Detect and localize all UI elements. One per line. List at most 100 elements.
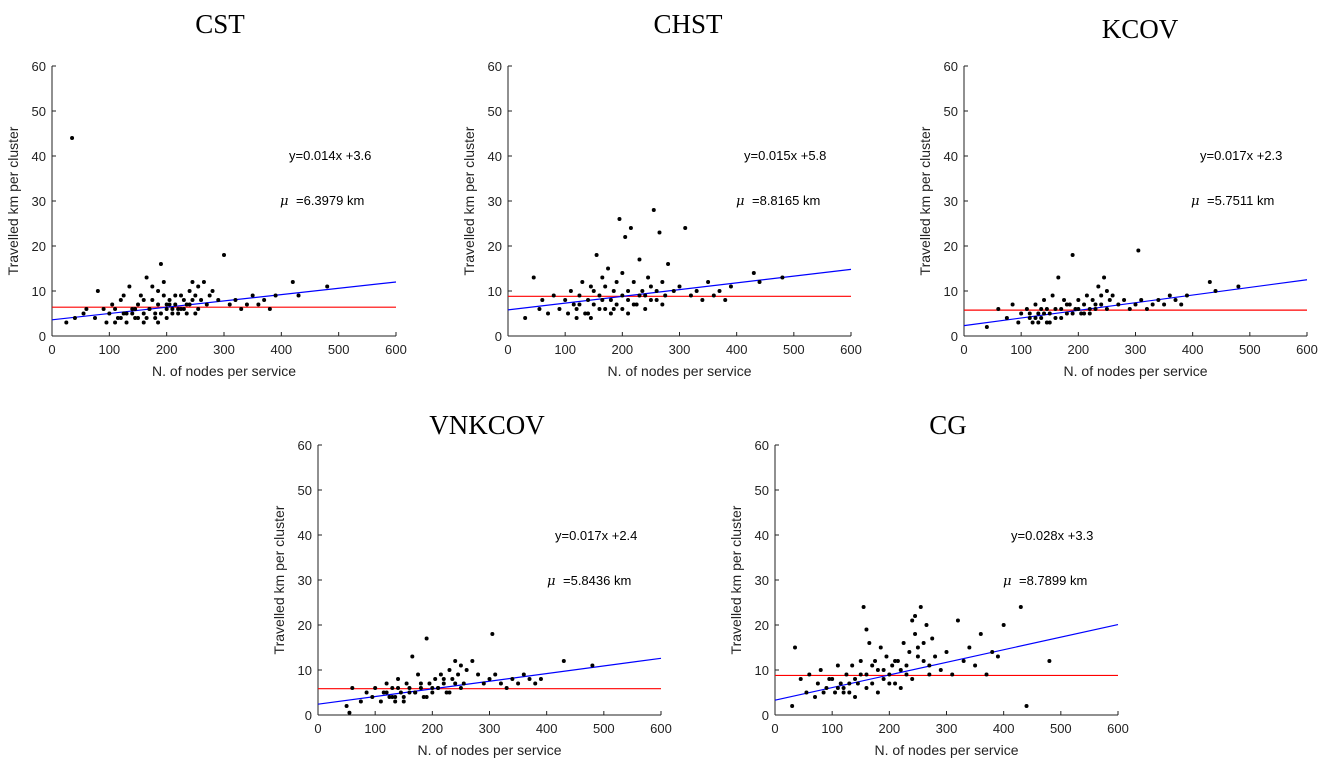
data-point xyxy=(608,311,613,316)
data-point xyxy=(1150,302,1155,307)
data-point xyxy=(1062,298,1067,302)
x-tick-label: 200 xyxy=(421,721,443,736)
data-point xyxy=(858,659,863,663)
data-point xyxy=(81,311,86,316)
data-point xyxy=(1179,302,1184,307)
data-point xyxy=(538,677,543,681)
x-tick-label: 500 xyxy=(328,342,350,357)
data-point xyxy=(176,311,181,316)
data-point xyxy=(663,293,668,298)
data-point xyxy=(407,686,412,690)
subplot-chst: CHST 0 100 200 300 400 500 600 0 10 20 30 40 50 60 N. o… xyxy=(461,9,862,379)
data-point xyxy=(136,316,140,320)
data-point xyxy=(161,280,166,284)
data-point xyxy=(115,316,120,320)
data-point xyxy=(150,284,155,289)
data-point xyxy=(1010,302,1015,307)
data-point xyxy=(416,672,421,677)
data-point xyxy=(844,672,849,677)
y-axis-label: Travelled km per cluster xyxy=(728,505,744,654)
mean-symbol: μ xyxy=(1003,574,1011,589)
data-point xyxy=(591,302,596,307)
data-point xyxy=(757,280,762,284)
data-point xyxy=(456,672,461,677)
data-point xyxy=(728,284,733,289)
data-point xyxy=(904,663,909,668)
mean-symbol: μ xyxy=(280,194,288,209)
data-point xyxy=(1073,307,1078,311)
data-point xyxy=(1036,311,1041,316)
data-point xyxy=(1018,605,1023,609)
data-point xyxy=(130,307,135,311)
y-tick-label: 50 xyxy=(298,483,312,498)
data-point xyxy=(1024,704,1029,708)
data-point xyxy=(1079,311,1084,316)
x-axis-label: N. of nodes per service xyxy=(1064,363,1208,379)
subplot-vnkcov: VNKCOV 0 100 200 300 400 500 600 0 10 20 30 40 50 60 N.… xyxy=(271,410,672,758)
data-point xyxy=(694,289,699,293)
data-point xyxy=(401,699,406,704)
y-tick-label: 60 xyxy=(488,59,502,74)
data-point xyxy=(878,645,883,650)
data-point xyxy=(1027,316,1032,320)
data-point xyxy=(723,298,728,302)
y-axis-label: Travelled km per cluster xyxy=(5,126,21,275)
data-point xyxy=(978,632,983,636)
data-point xyxy=(181,307,186,311)
data-point xyxy=(990,650,995,654)
data-point xyxy=(1050,293,1055,298)
data-point xyxy=(611,289,616,293)
data-point xyxy=(818,668,823,672)
data-point xyxy=(430,686,435,690)
data-point xyxy=(387,695,392,699)
data-point xyxy=(683,226,688,230)
y-axis-label: Travelled km per cluster xyxy=(917,126,933,275)
x-tick-label: 300 xyxy=(669,342,691,357)
x-tick-label: 0 xyxy=(960,342,967,357)
data-point xyxy=(267,307,272,311)
data-point xyxy=(793,645,798,650)
data-point xyxy=(901,641,906,645)
data-point xyxy=(136,302,140,307)
data-point xyxy=(1116,302,1121,307)
data-point xyxy=(504,686,509,690)
data-point xyxy=(453,681,458,686)
data-point xyxy=(1053,307,1058,311)
x-tick-label: 500 xyxy=(593,721,615,736)
data-point xyxy=(396,677,401,681)
data-point xyxy=(523,316,528,320)
x-tick-label: 400 xyxy=(536,721,558,736)
y-tick-label: 0 xyxy=(305,708,312,723)
x-tick-label: 0 xyxy=(48,342,55,357)
data-point xyxy=(1104,289,1109,293)
x-tick-label: 600 xyxy=(1296,342,1318,357)
data-point xyxy=(588,316,593,320)
data-point xyxy=(384,681,389,686)
data-point xyxy=(1082,311,1087,316)
data-point xyxy=(577,302,582,307)
data-point xyxy=(631,302,636,307)
data-point xyxy=(427,681,432,686)
data-point xyxy=(660,280,665,284)
data-point xyxy=(600,298,605,302)
data-point xyxy=(95,289,100,293)
data-point xyxy=(156,302,161,307)
y-tick-label: 60 xyxy=(32,59,46,74)
data-point xyxy=(179,307,183,311)
data-point xyxy=(1090,298,1095,302)
data-point xyxy=(296,293,301,298)
data-point xyxy=(196,284,201,289)
x-axis-label: N. of nodes per service xyxy=(418,742,562,758)
x-tick-label: 100 xyxy=(364,721,386,736)
data-point xyxy=(1047,320,1052,325)
data-point xyxy=(626,298,631,302)
data-point xyxy=(144,275,149,280)
data-point xyxy=(358,699,363,704)
data-point xyxy=(907,650,912,654)
data-point xyxy=(751,271,756,275)
data-point xyxy=(516,681,521,686)
data-point xyxy=(898,686,903,690)
data-point xyxy=(199,298,204,302)
data-point xyxy=(898,668,903,672)
data-point xyxy=(780,275,785,280)
